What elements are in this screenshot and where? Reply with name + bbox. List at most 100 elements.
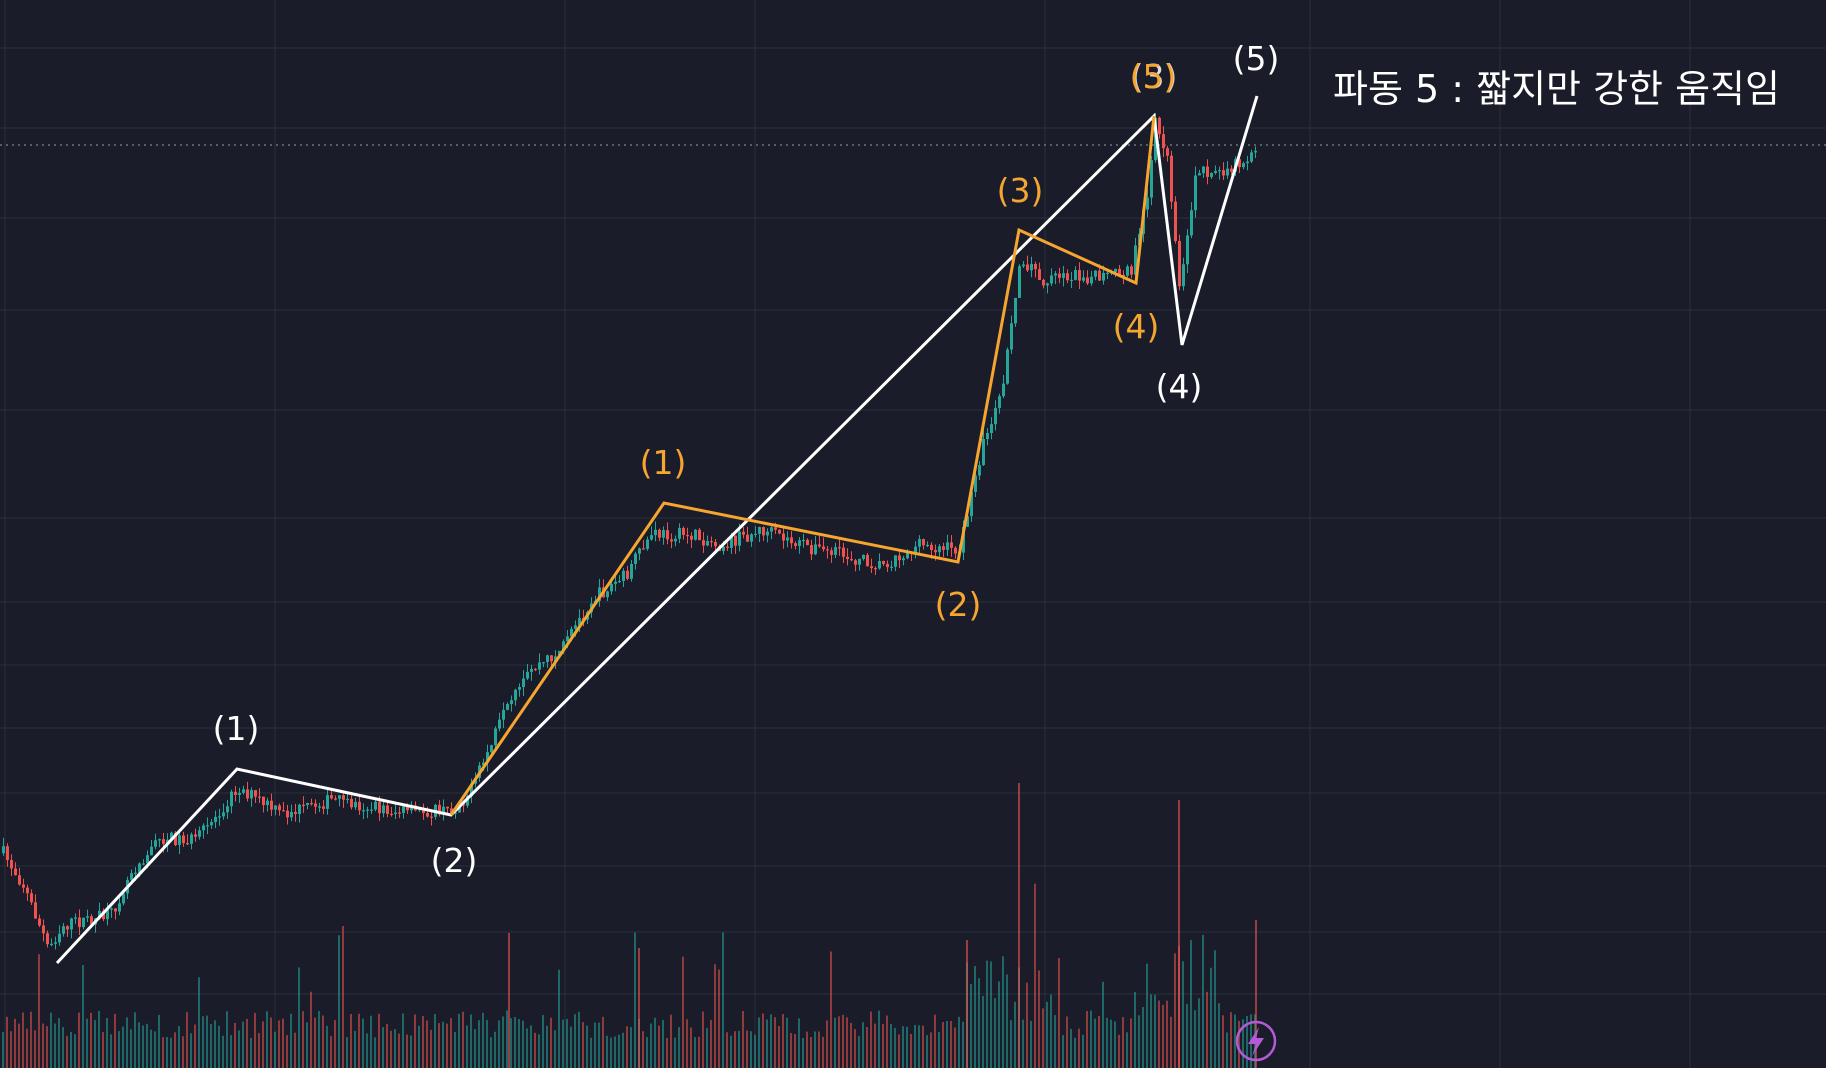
volume-bar bbox=[546, 1025, 548, 1068]
candle-body bbox=[362, 810, 365, 812]
volume-bar bbox=[106, 1018, 108, 1068]
volume-bar bbox=[78, 1012, 80, 1068]
volume-bar bbox=[1078, 1028, 1080, 1068]
candle-body bbox=[358, 801, 361, 811]
volume-bar bbox=[618, 1034, 620, 1068]
candle-body bbox=[138, 863, 141, 873]
candle-body bbox=[70, 918, 73, 930]
candle-body bbox=[922, 539, 925, 546]
volume-bar bbox=[234, 1022, 236, 1068]
candle-body bbox=[262, 796, 265, 806]
volume-bar bbox=[742, 1011, 744, 1068]
volume-bar bbox=[450, 1018, 452, 1068]
volume-bar bbox=[582, 1022, 584, 1068]
volume-bar bbox=[794, 1034, 796, 1068]
candle-body bbox=[790, 537, 793, 544]
volume-bar bbox=[670, 1014, 672, 1068]
candle-body bbox=[1190, 210, 1193, 236]
volume-bar bbox=[414, 1014, 416, 1068]
volume-bars bbox=[2, 783, 1257, 1068]
volume-bar bbox=[954, 1027, 956, 1068]
candle-body bbox=[426, 813, 429, 817]
candle-body bbox=[598, 587, 601, 601]
candle-body bbox=[546, 655, 549, 663]
candle-body bbox=[1134, 245, 1137, 275]
candle-body bbox=[246, 789, 249, 799]
volume-bar bbox=[110, 1034, 112, 1068]
volume-bar bbox=[170, 1037, 172, 1068]
candle-body bbox=[894, 555, 897, 567]
volume-bar bbox=[1070, 1028, 1072, 1068]
candle-body bbox=[650, 535, 653, 540]
candle-body bbox=[946, 542, 949, 550]
volume-bar bbox=[850, 1022, 852, 1068]
volume-bar bbox=[1058, 958, 1060, 1068]
candle-body bbox=[394, 812, 397, 814]
volume-bar bbox=[162, 1037, 164, 1068]
volume-bar bbox=[910, 1033, 912, 1068]
candle-body bbox=[794, 543, 797, 546]
volume-bar bbox=[1138, 1015, 1140, 1068]
volume-bar bbox=[526, 1028, 528, 1068]
volume-bar bbox=[862, 1022, 864, 1068]
candle-body bbox=[86, 916, 89, 918]
candle-body bbox=[1118, 268, 1121, 275]
candle-body bbox=[1170, 155, 1173, 202]
volume-bar bbox=[642, 1031, 644, 1068]
candle-body bbox=[550, 655, 553, 662]
candle-body bbox=[630, 563, 633, 579]
volume-bar bbox=[558, 969, 560, 1068]
candle-body bbox=[514, 689, 517, 701]
volume-bar bbox=[18, 1023, 20, 1068]
volume-bar bbox=[218, 1025, 220, 1068]
candle-body bbox=[826, 549, 829, 551]
volume-bar bbox=[798, 1018, 800, 1068]
candle-body bbox=[614, 581, 617, 584]
candle-body bbox=[106, 909, 109, 920]
candle-body bbox=[726, 546, 729, 548]
volume-bar bbox=[938, 1032, 940, 1068]
candle-body bbox=[326, 795, 329, 809]
volume-bar bbox=[346, 1037, 348, 1068]
volume-bar bbox=[406, 1034, 408, 1068]
volume-bar bbox=[530, 1025, 532, 1068]
volume-bar bbox=[934, 1014, 936, 1068]
volume-bar bbox=[930, 1032, 932, 1068]
lightning-icon[interactable] bbox=[1235, 1020, 1277, 1062]
candle-body bbox=[1206, 166, 1209, 177]
candle-body bbox=[1050, 275, 1053, 284]
volume-bar bbox=[94, 1020, 96, 1068]
volume-bar bbox=[322, 1015, 324, 1068]
candle-body bbox=[218, 816, 221, 818]
volume-bar bbox=[274, 1031, 276, 1068]
candle-body bbox=[706, 541, 709, 546]
candle-body bbox=[1250, 152, 1253, 162]
volume-bar bbox=[254, 1012, 256, 1068]
candle-body bbox=[1018, 266, 1021, 298]
volume-bar bbox=[1202, 934, 1204, 1068]
volume-bar bbox=[1014, 1001, 1016, 1068]
candle-body bbox=[346, 798, 349, 801]
volume-bar bbox=[990, 961, 992, 1068]
volume-bar bbox=[238, 1030, 240, 1068]
volume-bar bbox=[378, 1013, 380, 1068]
candle-body bbox=[662, 530, 665, 538]
volume-bar bbox=[1170, 1016, 1172, 1068]
candle-body bbox=[378, 801, 381, 814]
candle-body bbox=[6, 846, 9, 861]
volume-bar bbox=[442, 1021, 444, 1068]
volume-bar bbox=[14, 1018, 16, 1068]
major-wave-label-3: (3) bbox=[1131, 57, 1178, 96]
candle-body bbox=[646, 539, 649, 549]
volume-bar bbox=[970, 984, 972, 1068]
minor-wave-label-5: (5) bbox=[1130, 57, 1177, 96]
candle-body bbox=[634, 553, 637, 564]
candle-body bbox=[354, 801, 357, 808]
candle-body bbox=[198, 830, 201, 837]
volume-bar bbox=[1114, 1021, 1116, 1068]
volume-bar bbox=[1238, 1020, 1240, 1068]
candle-body bbox=[694, 529, 697, 540]
candle-body bbox=[162, 839, 165, 844]
volume-bar bbox=[962, 1021, 964, 1068]
